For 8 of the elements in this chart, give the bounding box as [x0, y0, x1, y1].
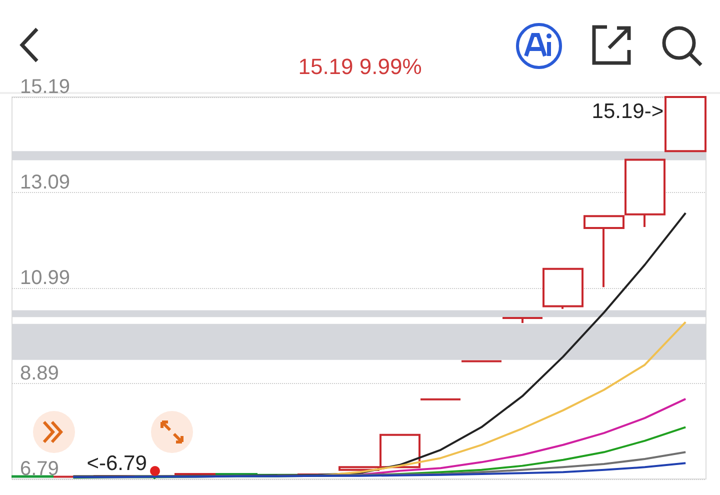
- y-tick-label: 15.19: [20, 76, 70, 98]
- y-tick-label: 8.89: [20, 362, 59, 384]
- chart-subtitle: 15.19 9.99%: [298, 54, 422, 79]
- y-tick-label: 10.99: [20, 267, 70, 289]
- y-tick-label: 13.09: [20, 172, 70, 194]
- annotation: <-6.79: [86, 452, 147, 475]
- y-tick-label: 6.79: [20, 458, 59, 480]
- annotation: 15.19->: [592, 100, 664, 123]
